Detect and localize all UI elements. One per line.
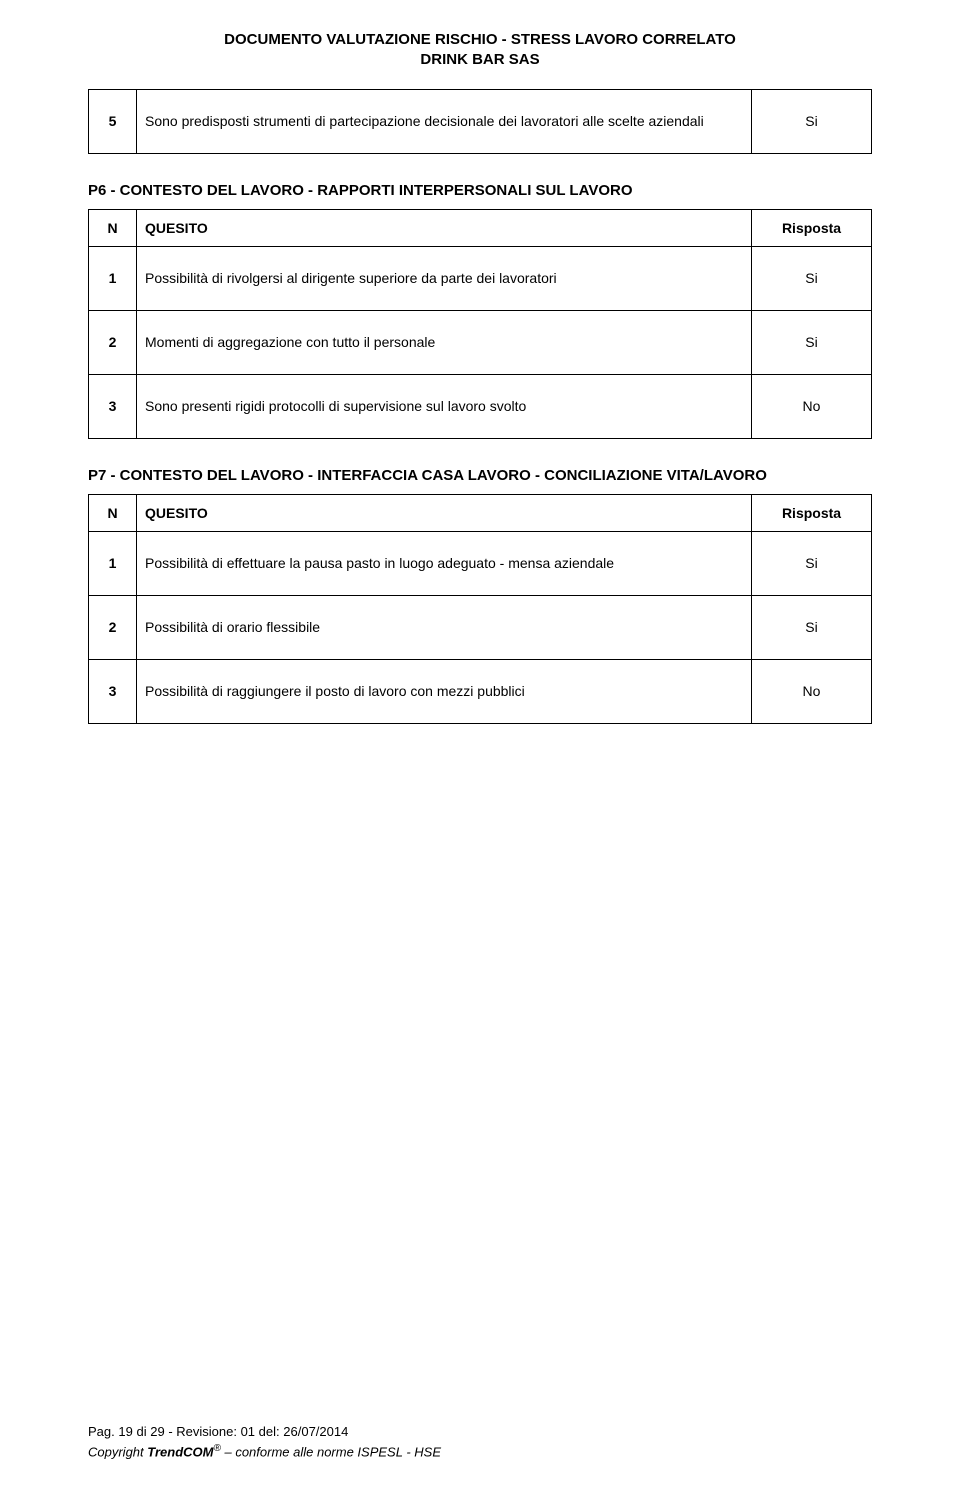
col-header-quesito: QUESITO (137, 209, 752, 246)
header-line1: DOCUMENTO VALUTAZIONE RISCHIO - STRESS L… (88, 30, 872, 50)
page-footer: Pag. 19 di 29 - Revisione: 01 del: 26/07… (88, 1422, 872, 1462)
section-title-p6: P6 - CONTESTO DEL LAVORO - RAPPORTI INTE… (88, 182, 872, 199)
table-row: 2 Possibilità di orario flessibile Si (89, 595, 872, 659)
footer-tail: – conforme alle norme ISPESL - HSE (224, 1445, 441, 1460)
row-response: Si (752, 246, 872, 310)
col-header-quesito: QUESITO (137, 494, 752, 531)
table-row: 1 Possibilità di effettuare la pausa pas… (89, 531, 872, 595)
row-question: Momenti di aggregazione con tutto il per… (137, 310, 752, 374)
footer-brand: TrendCOM (147, 1445, 213, 1460)
row-response: Si (752, 310, 872, 374)
col-header-n: N (89, 494, 137, 531)
row-number: 1 (89, 246, 137, 310)
row-question: Possibilità di raggiungere il posto di l… (137, 659, 752, 723)
row-response: No (752, 659, 872, 723)
table-p7: N QUESITO Risposta 1 Possibilità di effe… (88, 494, 872, 724)
row-question: Sono presenti rigidi protocolli di super… (137, 374, 752, 438)
row-number: 3 (89, 374, 137, 438)
row-question: Possibilità di effettuare la pausa pasto… (137, 531, 752, 595)
col-header-n: N (89, 209, 137, 246)
row-question: Sono predisposti strumenti di partecipaz… (137, 89, 752, 153)
table-row: 3 Possibilità di raggiungere il posto di… (89, 659, 872, 723)
section-title-p7: P7 - CONTESTO DEL LAVORO - INTERFACCIA C… (88, 467, 872, 484)
row-question: Possibilità di rivolgersi al dirigente s… (137, 246, 752, 310)
footer-page-total: 29 (150, 1424, 164, 1439)
header-line2: DRINK BAR SAS (88, 50, 872, 70)
footer-page-of: di (136, 1424, 146, 1439)
footer-line1: Pag. 19 di 29 - Revisione: 01 del: 26/07… (88, 1422, 872, 1442)
footer-rev-date: 26/07/2014 (283, 1424, 348, 1439)
table-header-row: N QUESITO Risposta (89, 209, 872, 246)
row-number: 2 (89, 310, 137, 374)
row-response: No (752, 374, 872, 438)
footer-page-label: Pag. (88, 1424, 115, 1439)
footer-rev-of: del: (259, 1424, 280, 1439)
table-p6: N QUESITO Risposta 1 Possibilità di rivo… (88, 209, 872, 439)
table-row: 1 Possibilità di rivolgersi al dirigente… (89, 246, 872, 310)
row-number: 2 (89, 595, 137, 659)
row-response: Si (752, 531, 872, 595)
footer-page-current: 19 (118, 1424, 132, 1439)
document-header: DOCUMENTO VALUTAZIONE RISCHIO - STRESS L… (88, 30, 872, 71)
row-number: 5 (89, 89, 137, 153)
row-response: Si (752, 89, 872, 153)
footer-line2: Copyright TrendCOM® – conforme alle norm… (88, 1441, 872, 1462)
table-row: 5 Sono predisposti strumenti di partecip… (89, 89, 872, 153)
registered-icon: ® (213, 1443, 220, 1454)
footer-copyright: Copyright (88, 1445, 144, 1460)
row-response: Si (752, 595, 872, 659)
row-number: 3 (89, 659, 137, 723)
row-question: Possibilità di orario flessibile (137, 595, 752, 659)
table-header-row: N QUESITO Risposta (89, 494, 872, 531)
col-header-risposta: Risposta (752, 209, 872, 246)
table-row: 2 Momenti di aggregazione con tutto il p… (89, 310, 872, 374)
col-header-risposta: Risposta (752, 494, 872, 531)
footer-rev-label: - Revisione: (168, 1424, 237, 1439)
table-p5-tail: 5 Sono predisposti strumenti di partecip… (88, 89, 872, 154)
row-number: 1 (89, 531, 137, 595)
table-row: 3 Sono presenti rigidi protocolli di sup… (89, 374, 872, 438)
footer-rev-num: 01 (241, 1424, 255, 1439)
